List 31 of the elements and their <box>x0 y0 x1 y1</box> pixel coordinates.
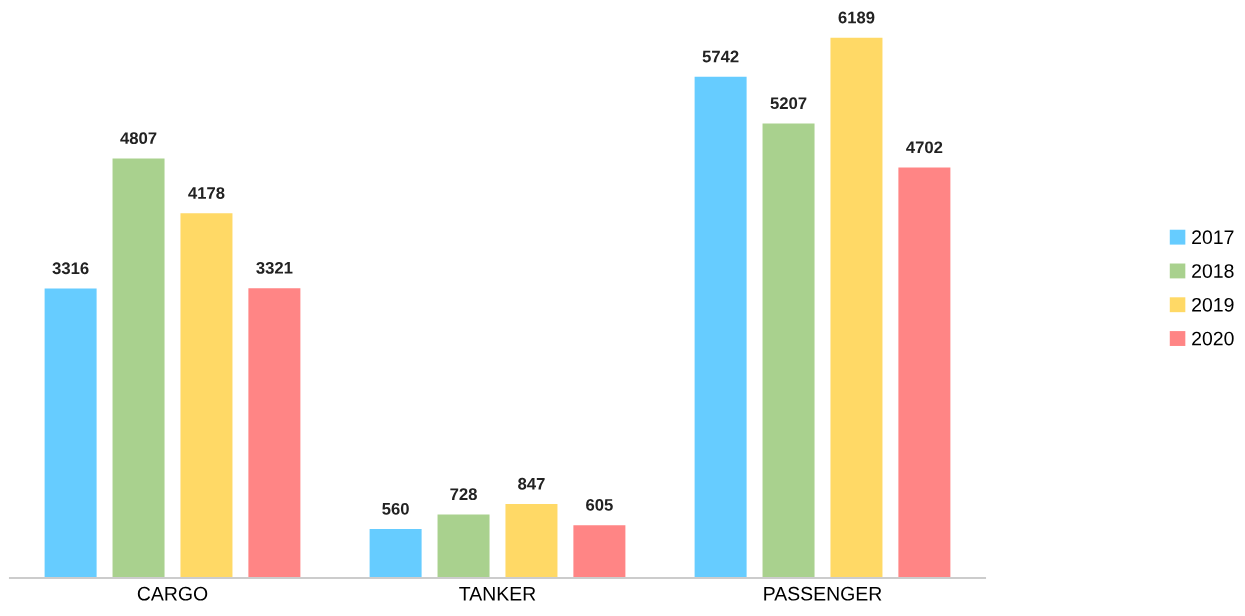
data-label: 4702 <box>906 141 943 154</box>
bar <box>180 213 233 578</box>
data-label: 728 <box>450 488 477 501</box>
bar <box>762 123 815 578</box>
bar <box>505 504 558 578</box>
legend-label: 2018 <box>1192 264 1234 278</box>
x-tick-label: PASSENGER <box>764 586 882 601</box>
legend-label: 2017 <box>1192 230 1234 245</box>
data-label: 4807 <box>120 132 157 145</box>
data-label: 605 <box>586 498 613 511</box>
data-label: 847 <box>518 477 545 490</box>
bar <box>694 76 747 578</box>
bar <box>898 167 951 578</box>
bar <box>248 288 301 578</box>
bar <box>369 529 422 578</box>
x-tick-label: CARGO <box>137 586 208 601</box>
bar <box>573 525 626 578</box>
bar <box>830 37 883 578</box>
data-label: 5742 <box>702 50 739 63</box>
data-label: 4178 <box>188 187 225 199</box>
legend-label: 2020 <box>1192 331 1234 346</box>
data-label: 3321 <box>256 261 293 274</box>
legend-label: 2019 <box>1192 297 1234 312</box>
data-label: 5207 <box>770 97 807 110</box>
x-tick-label: TANKER <box>459 587 536 601</box>
data-label: 3316 <box>52 262 89 275</box>
data-label: 560 <box>382 502 409 515</box>
data-label: 6189 <box>838 11 875 24</box>
bar <box>44 288 97 578</box>
bar <box>437 514 490 578</box>
bar <box>112 158 165 578</box>
